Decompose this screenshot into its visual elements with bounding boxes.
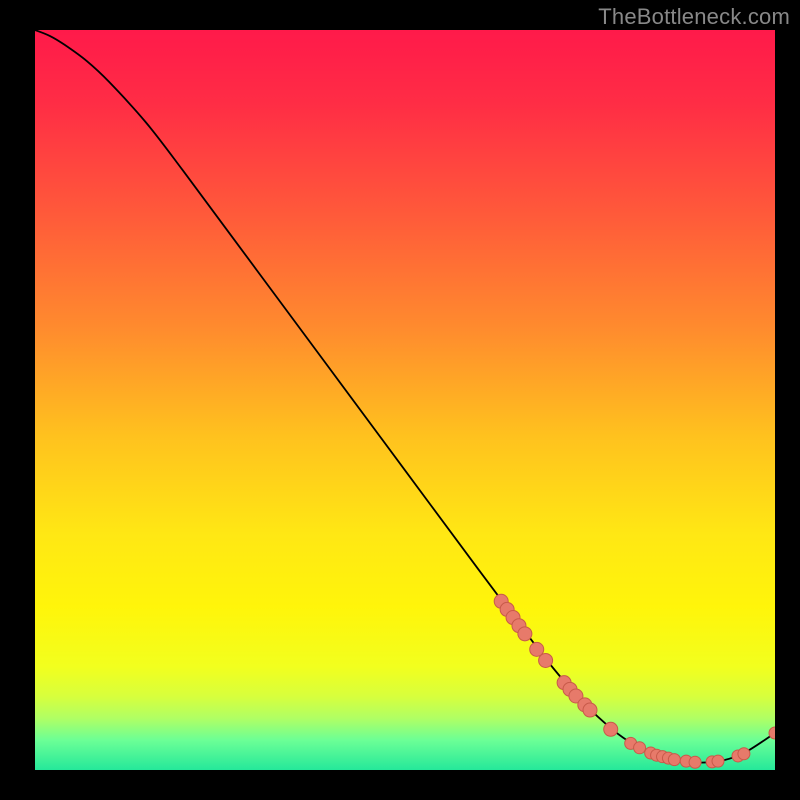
plot-svg bbox=[35, 30, 775, 770]
data-point bbox=[604, 722, 618, 736]
data-point bbox=[712, 755, 724, 767]
gradient-background bbox=[35, 30, 775, 770]
data-point bbox=[518, 627, 532, 641]
watermark-text: TheBottleneck.com bbox=[598, 4, 790, 30]
plot-area bbox=[35, 30, 775, 770]
data-point bbox=[634, 742, 646, 754]
data-point bbox=[583, 703, 597, 717]
data-point bbox=[668, 754, 680, 766]
chart-frame: TheBottleneck.com bbox=[0, 0, 800, 800]
data-point bbox=[689, 756, 701, 768]
data-point bbox=[738, 748, 750, 760]
data-point bbox=[539, 653, 553, 667]
